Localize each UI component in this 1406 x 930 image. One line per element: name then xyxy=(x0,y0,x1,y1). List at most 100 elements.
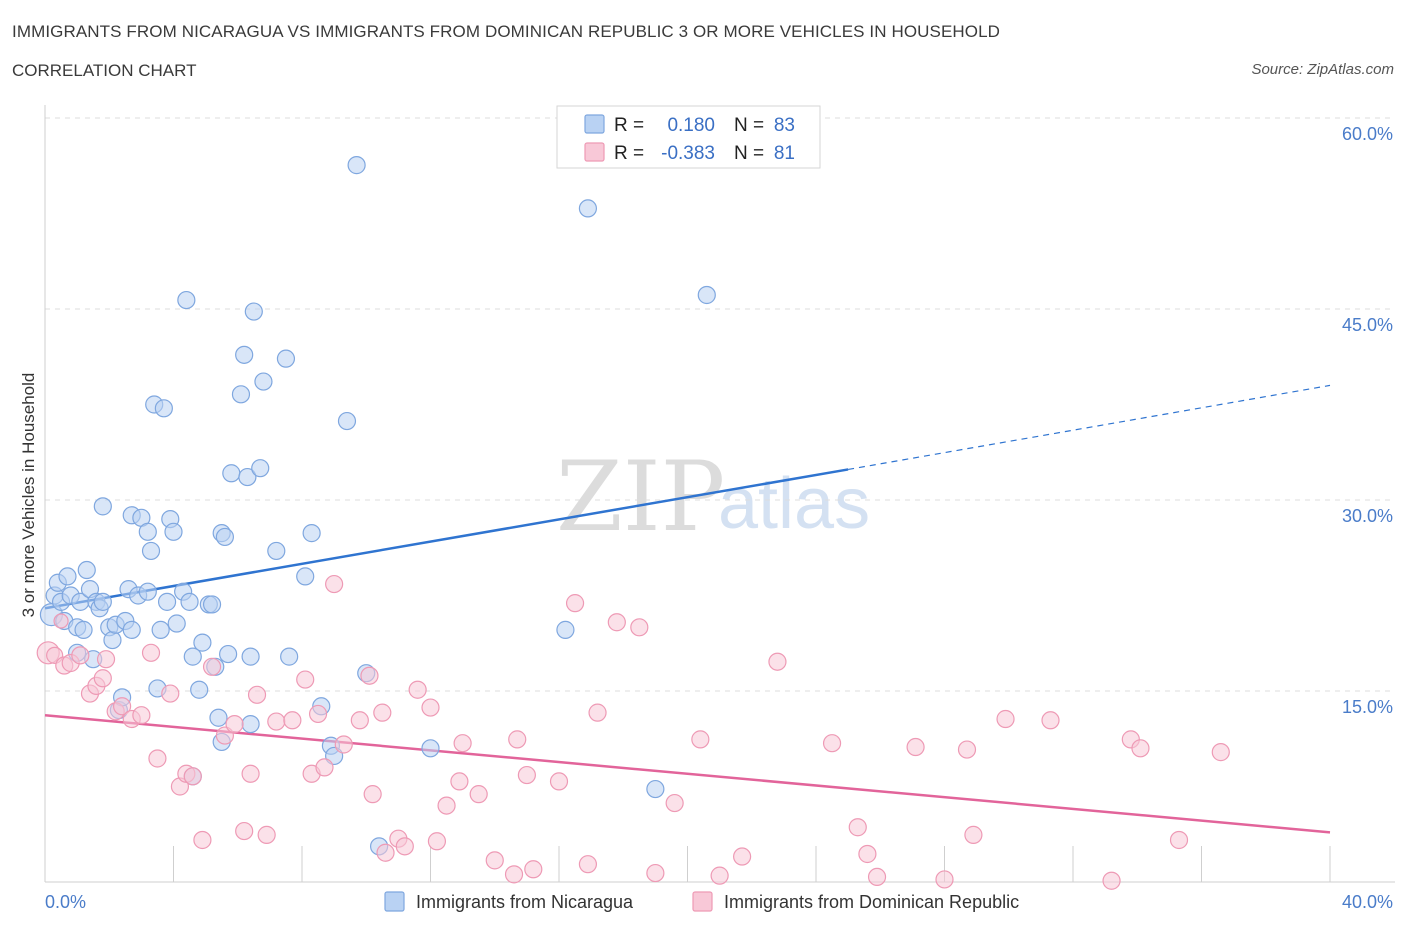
dominican-trend-line xyxy=(44,713,1331,834)
dominican-point xyxy=(421,698,440,717)
dominican-point xyxy=(524,860,543,879)
dominican-point xyxy=(283,711,302,730)
nicaragua-point xyxy=(154,399,173,418)
nicaragua-point xyxy=(222,464,241,483)
dominican-point xyxy=(235,821,254,841)
dominican-point xyxy=(334,735,353,754)
dominican-point xyxy=(504,865,524,884)
watermark-atlas: atlas xyxy=(718,464,870,544)
dominican-point xyxy=(1102,871,1121,890)
dominican-point xyxy=(1169,830,1189,850)
legend-dominican-swatch xyxy=(692,891,713,912)
legend-nicaragua-swatch xyxy=(384,891,405,912)
dominican-point xyxy=(768,652,787,671)
dominican-point xyxy=(373,703,392,722)
dominican-point xyxy=(710,866,729,885)
dominican-point xyxy=(588,703,607,722)
dominican-point xyxy=(549,772,569,791)
y-axis-label: 3 or more Vehicles in Household xyxy=(19,373,38,618)
dominican-point xyxy=(360,666,379,685)
dominican-point xyxy=(691,730,710,749)
dominican-point xyxy=(964,825,983,844)
nicaragua-point xyxy=(697,285,716,305)
dominican-point xyxy=(450,772,469,791)
dominican-point xyxy=(508,730,527,749)
dominican-point xyxy=(517,765,536,785)
dominican-point xyxy=(1211,743,1230,762)
dominican-point xyxy=(296,670,315,689)
nicaragua-point xyxy=(138,582,157,601)
nicaragua-point xyxy=(267,541,286,561)
legend-dominican-label: Immigrants from Dominican Republic xyxy=(724,892,1019,912)
nicaragua-point xyxy=(209,708,228,727)
r-value-2: -0.383 xyxy=(661,143,715,164)
r-label-2: R = xyxy=(614,143,644,164)
dominican-point xyxy=(53,613,69,629)
nicaragua-point xyxy=(167,614,186,633)
dominican-point xyxy=(225,715,244,734)
nicaragua-point xyxy=(93,592,112,611)
nicaragua-point xyxy=(347,156,366,175)
dominican-point xyxy=(112,697,132,716)
x-tick-label-max: 40.0% xyxy=(1342,892,1393,912)
nicaragua-point xyxy=(151,620,170,639)
nicaragua-point xyxy=(58,567,77,586)
legend-nicaragua-label: Immigrants from Nicaragua xyxy=(416,892,634,912)
dominican-point xyxy=(71,646,90,665)
nicaragua-point xyxy=(276,349,296,368)
dominican-point xyxy=(376,843,395,862)
y-tick-label: 30.0% xyxy=(1342,506,1393,526)
nicaragua-point xyxy=(138,522,157,541)
nicaragua-point xyxy=(141,541,161,561)
dominican-point xyxy=(485,851,504,870)
r-value-1: 0.180 xyxy=(667,115,715,136)
dominican-point xyxy=(858,844,877,864)
dominican-point xyxy=(578,855,598,874)
dominican-point xyxy=(267,712,286,731)
dominican-point xyxy=(996,709,1015,729)
dominican-point xyxy=(906,737,925,757)
nicaragua-point xyxy=(180,592,199,611)
nicaragua-point xyxy=(103,630,122,650)
nicaragua-point xyxy=(157,592,177,611)
dominican-point xyxy=(350,711,369,730)
dominican-point xyxy=(935,870,954,889)
dominican-point xyxy=(325,574,344,594)
nicaragua-point xyxy=(241,715,260,734)
y-tick-label: 15.0% xyxy=(1342,697,1393,717)
chart-subtitle: CORRELATION CHART xyxy=(12,61,197,80)
series-nicaragua xyxy=(39,156,716,856)
dominican-point xyxy=(630,618,649,637)
dominican-point xyxy=(247,685,267,704)
nicaragua-trend-extension xyxy=(848,384,1331,471)
dominican-point xyxy=(1131,739,1150,758)
nicaragua-point xyxy=(244,302,263,321)
chart-source: Source: ZipAtlas.com xyxy=(1251,61,1394,78)
nicaragua-point xyxy=(183,647,202,666)
nicaragua-point xyxy=(231,385,251,404)
series-dominican xyxy=(36,574,1230,890)
n-value-2: 81 xyxy=(774,143,795,164)
nicaragua-point xyxy=(77,560,96,580)
nicaragua-point xyxy=(164,522,183,541)
nicaragua-point xyxy=(337,411,357,431)
y-tick-label: 45.0% xyxy=(1342,315,1393,335)
dominican-point xyxy=(257,825,276,844)
dominican-point xyxy=(733,847,752,866)
nicaragua-point xyxy=(280,647,299,666)
nicaragua-swatch xyxy=(584,114,605,134)
r-label-1: R = xyxy=(614,115,644,136)
nicaragua-point xyxy=(219,644,238,664)
nicaragua-point xyxy=(177,290,196,310)
nicaragua-point xyxy=(302,524,321,543)
nicaragua-point xyxy=(241,647,260,666)
watermark: ZIP atlas xyxy=(556,441,870,553)
dominican-point xyxy=(183,767,202,786)
dominican-point xyxy=(93,669,112,688)
series-legend: Immigrants from Nicaragua Immigrants fro… xyxy=(384,891,1019,912)
nicaragua-point xyxy=(254,372,273,391)
dominican-point xyxy=(822,734,842,753)
nicaragua-point xyxy=(74,620,93,639)
dominican-point xyxy=(363,785,382,804)
